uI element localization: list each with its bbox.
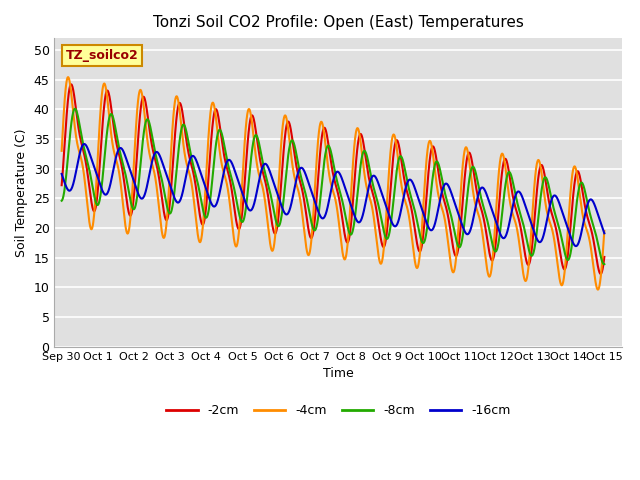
Legend: -2cm, -4cm, -8cm, -16cm: -2cm, -4cm, -8cm, -16cm [161,399,515,422]
-4cm [600,228,608,234]
Y-axis label: Soil Temperature (C): Soil Temperature (C) [15,128,28,257]
-16cm [600,230,608,236]
-4cm [290,169,298,175]
-8cm [152,153,160,159]
-2cm [67,82,75,87]
-16cm [266,169,274,175]
-4cm [532,172,540,178]
-8cm [532,240,540,246]
-4cm [152,179,160,185]
-8cm [58,198,65,204]
Line: -4cm: -4cm [61,77,604,289]
-8cm [120,164,127,169]
Line: -2cm: -2cm [61,84,604,274]
-8cm [600,261,608,267]
-4cm [120,209,127,215]
Text: TZ_soilco2: TZ_soilco2 [66,49,138,62]
-2cm [600,254,608,260]
-16cm [572,243,580,249]
-4cm [58,148,65,154]
-16cm [590,201,598,206]
-8cm [290,139,298,145]
-4cm [590,267,598,273]
-2cm [532,205,540,211]
Line: -16cm: -16cm [61,144,604,246]
-16cm [81,141,88,147]
-16cm [58,171,65,177]
-2cm [120,176,127,181]
-16cm [120,149,127,155]
-8cm [266,189,274,194]
-8cm [590,224,598,230]
X-axis label: Time: Time [323,367,354,380]
-2cm [597,271,605,277]
-8cm [600,261,608,267]
-4cm [266,239,274,245]
Title: Tonzi Soil CO2 Profile: Open (East) Temperatures: Tonzi Soil CO2 Profile: Open (East) Temp… [153,15,524,30]
-4cm [594,287,602,292]
-16cm [290,191,298,196]
-16cm [532,232,540,238]
-2cm [58,182,65,188]
-8cm [71,106,79,112]
-2cm [590,240,598,245]
Line: -8cm: -8cm [61,109,604,264]
-2cm [266,206,274,212]
-2cm [290,144,298,150]
-16cm [152,149,160,155]
-2cm [152,159,160,165]
-4cm [64,74,72,80]
